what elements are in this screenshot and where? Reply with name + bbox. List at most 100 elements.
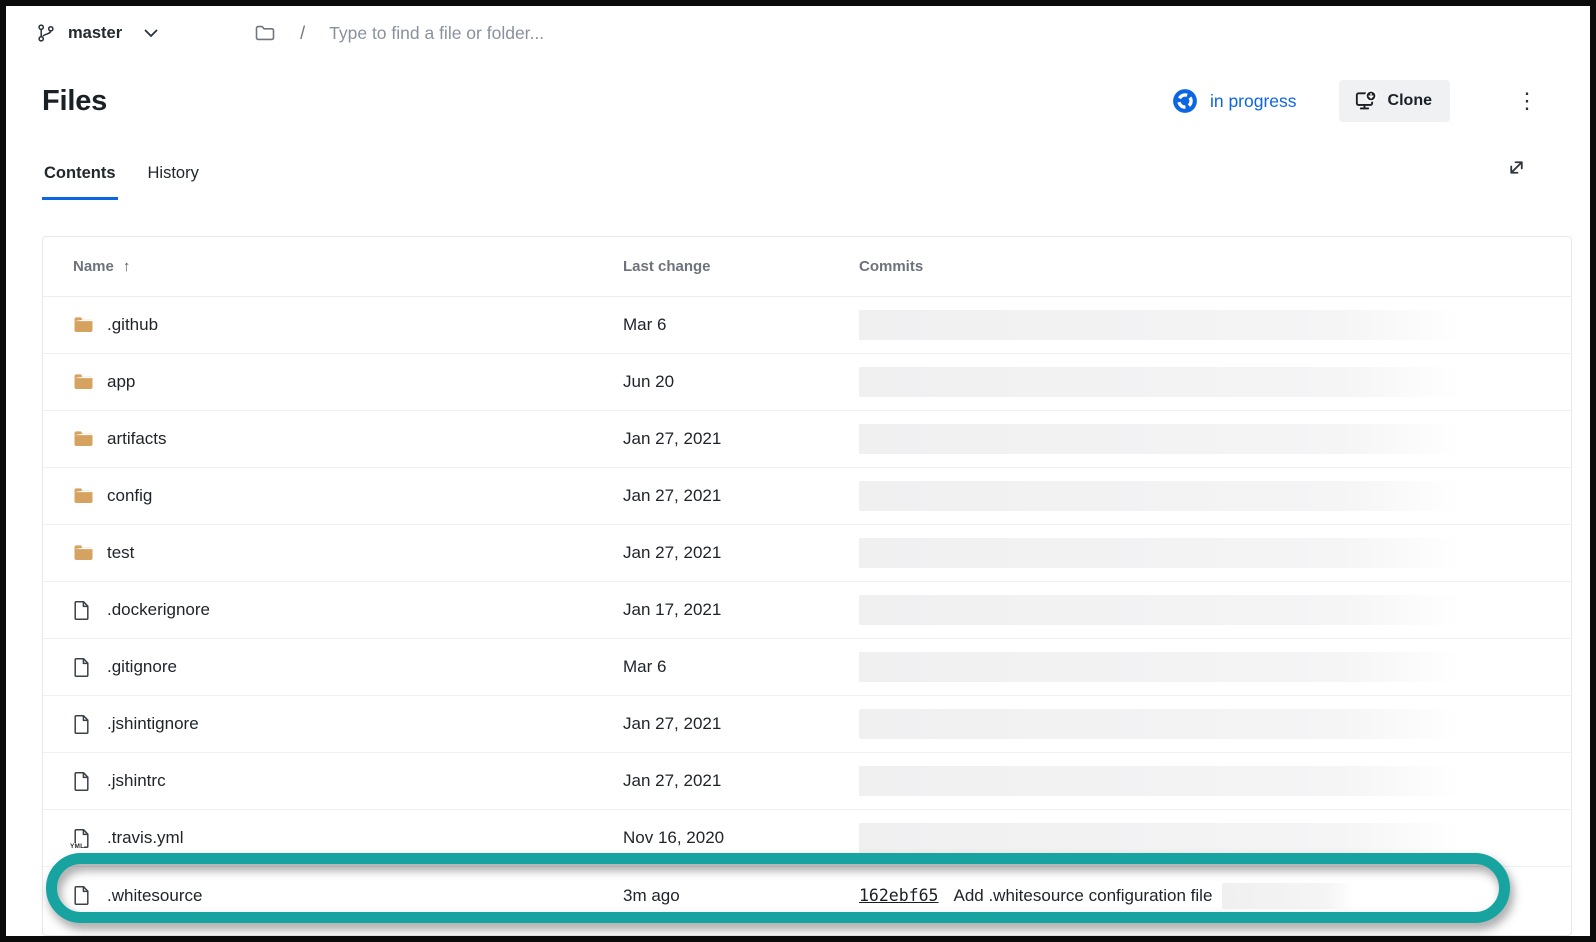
table-row-app[interactable]: app Jun 20 <box>43 354 1571 411</box>
redacted-commit-info <box>859 538 1462 568</box>
file-finder: / <box>254 22 1560 44</box>
file-name: artifacts <box>107 429 167 448</box>
file-name: test <box>107 543 135 562</box>
table-row-.gitignore[interactable]: .gitignore Mar 6 <box>43 639 1571 696</box>
tab-contents[interactable]: Contents <box>42 164 118 200</box>
top-bar: master / <box>6 6 1590 54</box>
folder-icon <box>73 315 94 336</box>
redacted-commit-info <box>859 823 1462 853</box>
commits-cell: 162ebf65 Add .whitesource configuration f… <box>859 882 1571 909</box>
redacted-commit-info <box>859 367 1462 397</box>
page-header: Files in progress Clone ⋮ <box>6 54 1590 122</box>
table-row-config[interactable]: config Jan 27, 2021 <box>43 468 1571 525</box>
table-footer <box>43 924 1571 935</box>
expand-diagonal-icon <box>1510 161 1523 174</box>
sort-ascending-icon: ↑ <box>122 258 131 275</box>
path-separator: / <box>300 22 306 43</box>
tabs-row: Contents History <box>6 122 1590 200</box>
column-header-name[interactable]: Name ↑ <box>73 258 131 275</box>
table-row-artifacts[interactable]: artifacts Jan 27, 2021 <box>43 411 1571 468</box>
page-title: Files <box>42 84 108 117</box>
file-name: .github <box>107 315 159 334</box>
branch-name: master <box>68 23 123 42</box>
files-table: Name ↑ Last change Commits .github Mar 6… <box>42 236 1572 936</box>
table-row-test[interactable]: test Jan 27, 2021 <box>43 525 1571 582</box>
clone-icon <box>1355 90 1377 110</box>
yml-icon: YML <box>70 828 94 850</box>
redacted-commit-info <box>859 424 1462 454</box>
file-name: .jshintignore <box>107 714 199 733</box>
table-row-.dockerignore[interactable]: .dockerignore Jan 17, 2021 <box>43 582 1571 639</box>
table-header: Name ↑ Last change Commits <box>43 237 1571 297</box>
file-name: .jshintrc <box>107 771 166 790</box>
file-icon <box>73 600 94 621</box>
folder-icon <box>73 372 94 393</box>
redacted-commit-info <box>859 766 1462 796</box>
last-change-date: Jan 27, 2021 <box>623 714 722 733</box>
redacted-commit-info <box>1222 882 1355 909</box>
folder-outline-icon <box>255 25 275 41</box>
redacted-commit-info <box>859 481 1462 511</box>
yml-badge: YML <box>70 842 85 850</box>
search-input[interactable] <box>329 22 1560 44</box>
table-row-.github[interactable]: .github Mar 6 <box>43 297 1571 354</box>
file-icon <box>73 714 94 735</box>
commits-cell <box>859 766 1571 796</box>
commit-message: Add .whitesource configuration file <box>953 885 1213 905</box>
commits-cell <box>859 424 1571 454</box>
file-name: .travis.yml <box>107 828 184 847</box>
folder-icon <box>73 486 94 507</box>
column-header-last-change: Last change <box>623 258 711 275</box>
last-change-date: Nov 16, 2020 <box>623 828 725 847</box>
build-status-link[interactable]: in progress <box>1172 88 1297 114</box>
last-change-date: Jan 27, 2021 <box>623 486 722 505</box>
file-name: config <box>107 486 153 505</box>
redacted-commit-info <box>859 709 1462 739</box>
table-row-.jshintignore[interactable]: .jshintignore Jan 27, 2021 <box>43 696 1571 753</box>
more-options-kebab-icon[interactable]: ⋮ <box>1512 89 1542 113</box>
chevron-down-icon <box>144 29 158 37</box>
git-branch-icon <box>38 24 54 42</box>
commits-cell <box>859 823 1571 853</box>
clone-button[interactable]: Clone <box>1338 80 1450 122</box>
folder-icon <box>73 543 94 564</box>
table-row-.travis.yml[interactable]: YML .travis.yml Nov 16, 2020 <box>43 810 1571 867</box>
commits-cell <box>859 709 1571 739</box>
last-change-date: Jan 27, 2021 <box>623 429 722 448</box>
expand-button[interactable] <box>1505 156 1528 182</box>
commits-cell <box>859 367 1571 397</box>
last-change-date: 3m ago <box>623 885 680 905</box>
commits-cell <box>859 538 1571 568</box>
clone-button-label: Clone <box>1387 92 1432 109</box>
table-body: .github Mar 6 app Jun 20 artifacts Jan 2… <box>43 297 1571 924</box>
file-name: .gitignore <box>107 657 177 676</box>
commits-cell <box>859 652 1571 682</box>
file-icon <box>73 657 94 678</box>
last-change-date: Jan 27, 2021 <box>623 771 722 790</box>
file-name: app <box>107 372 136 391</box>
tab-history[interactable]: History <box>147 164 199 182</box>
commits-cell <box>859 595 1571 625</box>
commits-cell <box>859 310 1571 340</box>
file-name: .whitesource <box>107 885 203 905</box>
build-status-label: in progress <box>1209 90 1297 111</box>
redacted-commit-info <box>859 652 1462 682</box>
tabs: Contents History <box>42 164 201 200</box>
last-change-date: Jun 20 <box>623 372 675 391</box>
redacted-commit-info <box>859 310 1462 340</box>
column-header-commits: Commits <box>859 258 924 275</box>
last-change-date: Mar 6 <box>623 315 667 334</box>
table-row-.jshintrc[interactable]: .jshintrc Jan 27, 2021 <box>43 753 1571 810</box>
build-in-progress-icon <box>1173 89 1197 113</box>
file-name: .dockerignore <box>107 600 211 619</box>
last-change-date: Mar 6 <box>623 657 667 676</box>
commits-cell <box>859 481 1571 511</box>
file-icon <box>73 885 94 906</box>
commit-hash-link[interactable]: 162ebf65 <box>859 886 939 905</box>
last-change-date: Jan 17, 2021 <box>623 600 722 619</box>
last-change-date: Jan 27, 2021 <box>623 543 722 562</box>
branch-selector[interactable]: master <box>36 23 158 43</box>
table-row-.whitesource[interactable]: .whitesource 3m ago 162ebf65 Add .whiteso… <box>43 867 1571 924</box>
redacted-commit-info <box>859 595 1462 625</box>
